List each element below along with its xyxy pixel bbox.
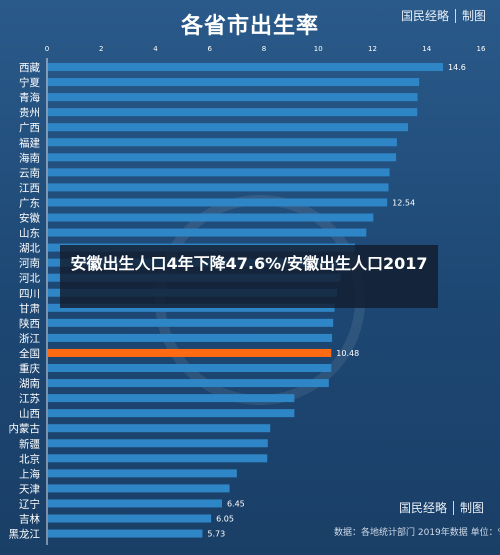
category-label: 北京 (19, 452, 40, 465)
category-label: 贵州 (19, 106, 40, 119)
x-tick-label: 0 (45, 45, 49, 53)
x-tick-label: 10 (314, 45, 323, 53)
x-tick-label: 16 (477, 45, 486, 53)
chart-title: 各省市出生率 (180, 14, 319, 39)
brand-logo-top: 国民经略 制图 (401, 7, 486, 24)
category-label: 陕西 (19, 317, 40, 330)
category-label: 安徽 (19, 212, 40, 225)
brand-logo-bottom: 国民经略 制图 (399, 499, 484, 516)
bar (48, 78, 420, 87)
category-label: 广西 (19, 122, 40, 134)
category-label: 山西 (19, 408, 40, 420)
bar (48, 424, 271, 433)
category-label: 广东 (19, 196, 40, 209)
brand-suffix-bottom: 制图 (459, 501, 484, 515)
bar (48, 348, 332, 357)
bar (48, 394, 295, 403)
bar (48, 364, 332, 372)
category-label: 黑龙江 (9, 528, 41, 541)
category-label: 湖南 (19, 377, 40, 390)
bar (48, 499, 222, 508)
category-label: 江苏 (19, 392, 40, 405)
bar (48, 379, 329, 388)
x-tick-label: 4 (153, 45, 158, 53)
data-source-note: 数据：各地统计部门 2019年数据 单位：‰ (334, 528, 500, 538)
category-label: 河南 (19, 257, 40, 270)
x-tick-label: 6 (208, 45, 213, 53)
bar (48, 439, 268, 448)
bar (48, 484, 230, 493)
brand-name: 国民经略 (400, 9, 449, 23)
data-label: 12.54 (392, 198, 415, 207)
category-label: 新疆 (19, 437, 40, 450)
x-tick-label: 2 (99, 45, 103, 53)
category-label: 上海 (19, 467, 40, 480)
data-label: 6.05 (216, 515, 234, 524)
bar (48, 409, 295, 418)
category-label: 河北 (19, 273, 40, 285)
category-label: 内蒙古 (9, 422, 41, 435)
category-label: 西藏 (19, 62, 40, 74)
bar (48, 183, 389, 192)
bar (48, 333, 333, 342)
bar (48, 198, 388, 207)
data-label: 6.45 (227, 499, 245, 508)
category-label: 辽宁 (19, 497, 40, 510)
brand-divider (454, 8, 456, 23)
brand-divider-bottom (452, 500, 454, 515)
brand-name-bottom: 国民经略 (398, 501, 447, 515)
brand-suffix: 制图 (461, 9, 486, 23)
data-label: 14.6 (448, 63, 466, 72)
category-label: 青海 (19, 91, 40, 104)
data-label: 5.73 (207, 530, 225, 539)
bar (48, 153, 397, 162)
category-label: 山东 (19, 227, 40, 240)
bar (48, 63, 444, 71)
category-label: 重庆 (19, 362, 40, 375)
x-tick-label: 12 (368, 45, 377, 53)
bar (48, 168, 390, 177)
bar (48, 469, 237, 478)
bar (48, 529, 203, 538)
bar (48, 213, 374, 222)
category-label: 四川 (19, 288, 40, 300)
category-label: 海南 (19, 151, 40, 164)
headline-banner: 安徽出生人口4年下降47.6%/安徽出生人口2017 (60, 245, 438, 308)
bar (48, 108, 418, 117)
category-label: 天津 (19, 483, 40, 495)
category-label: 湖北 (19, 243, 40, 255)
category-label: 吉林 (19, 513, 40, 526)
data-label: 10.48 (336, 349, 359, 358)
category-label: 浙江 (19, 333, 40, 345)
category-label: 宁夏 (19, 76, 40, 89)
bar (48, 454, 268, 463)
category-label: 甘肃 (19, 302, 40, 315)
bar (48, 318, 334, 327)
category-label: 全国 (19, 347, 40, 360)
category-label: 云南 (19, 166, 40, 179)
bar (48, 93, 418, 102)
category-label: 福建 (19, 136, 40, 149)
category-label: 江西 (19, 182, 40, 194)
bar (48, 228, 367, 237)
x-tick-label: 14 (422, 45, 431, 53)
bar (48, 138, 397, 147)
x-tick-label: 8 (262, 45, 266, 53)
bar (48, 123, 409, 132)
bar (48, 514, 212, 523)
